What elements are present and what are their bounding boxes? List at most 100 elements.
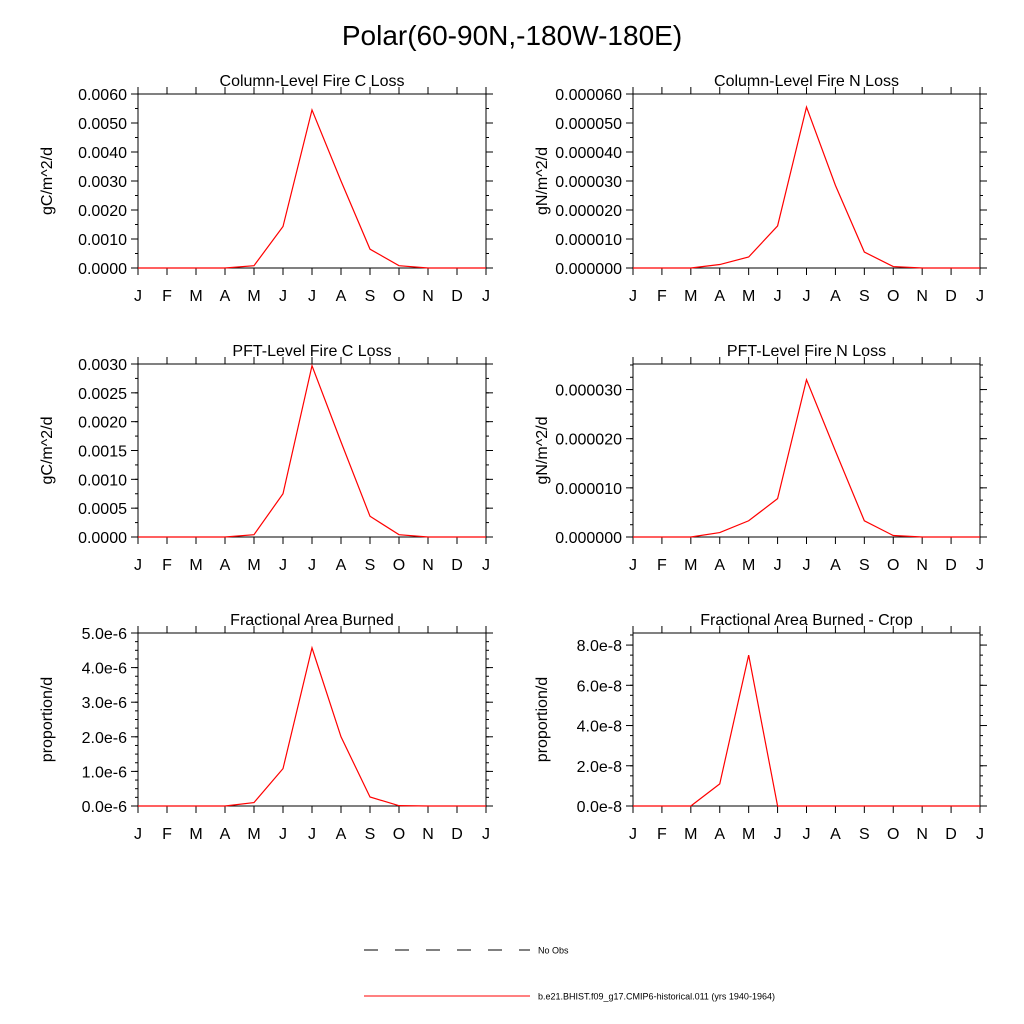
x-tick-label-M: M (247, 557, 260, 574)
legend-label: b.e21.BHIST.f09_g17.CMIP6-historical.011… (538, 992, 775, 1002)
x-tick-label-M: M (742, 557, 755, 574)
x-tick-label-N: N (916, 288, 928, 305)
x-tick-label-N: N (422, 557, 434, 574)
y-tick-label: 0.0020 (78, 415, 127, 432)
y-tick-label: 0.0015 (78, 444, 127, 461)
y-axis-label: gC/m^2/d (39, 147, 56, 215)
x-tick-label-A: A (220, 288, 231, 305)
x-tick-label-O: O (393, 557, 405, 574)
y-axis-label: gN/m^2/d (534, 417, 551, 485)
series-line (633, 654, 980, 807)
plot-frame (137, 363, 487, 538)
x-tick-label-M: M (189, 288, 202, 305)
chart-title: Fractional Area Burned - Crop (700, 612, 913, 629)
y-axis-label: gN/m^2/d (534, 147, 551, 215)
x-tick-label-M: M (684, 288, 697, 305)
legend-item-1: No Obs (364, 946, 569, 956)
x-tick-label-A: A (220, 557, 231, 574)
chart-panel-6: Fractional Area Burned - Crop proportion/… (534, 612, 987, 843)
x-tick-label-S: S (365, 288, 376, 305)
y-tick-label: 0.0060 (78, 87, 127, 104)
y-tick-label: 0.000040 (555, 145, 622, 162)
x-tick-label-A: A (714, 557, 725, 574)
series-line (633, 104, 980, 269)
x-tick-label-J: J (629, 557, 637, 574)
x-tick-label-M: M (189, 557, 202, 574)
y-tick-label: 0.0005 (78, 501, 127, 518)
figure-title: Polar(60-90N,-180W-180E) (341, 20, 683, 51)
legend-item-2: b.e21.BHIST.f09_g17.CMIP6-historical.011… (364, 992, 775, 1002)
x-tick-label-J: J (279, 557, 287, 574)
x-tick-label-M: M (742, 826, 755, 843)
y-tick-label: 0.0050 (78, 116, 127, 133)
x-tick-label-J: J (976, 288, 984, 305)
chart-title: PFT-Level Fire N Loss (727, 343, 886, 360)
x-tick-label-M: M (742, 288, 755, 305)
x-tick-label-S: S (859, 557, 870, 574)
y-tick-label: 4.0e-8 (577, 719, 622, 736)
x-tick-label-J: J (976, 557, 984, 574)
series-line (138, 645, 486, 807)
y-tick-label: 0.0020 (78, 203, 127, 220)
x-tick-label-A: A (830, 557, 841, 574)
y-tick-label: 3.0e-6 (82, 695, 127, 712)
y-axis-label: proportion/d (534, 677, 551, 762)
chart-title: Column-Level Fire N Loss (714, 73, 899, 90)
x-tick-label-M: M (684, 557, 697, 574)
x-tick-label-O: O (887, 826, 899, 843)
x-tick-label-D: D (451, 557, 463, 574)
x-tick-label-J: J (774, 826, 782, 843)
plot-frame (632, 363, 981, 538)
x-tick-label-N: N (422, 826, 434, 843)
y-tick-label: 0.000010 (555, 481, 622, 498)
plot-frame (632, 632, 981, 807)
y-tick-label: 4.0e-6 (82, 661, 127, 678)
x-tick-label-D: D (451, 826, 463, 843)
chart-panel-2: Column-Level Fire N Loss gN/m^2/d 0.000000… (534, 73, 987, 305)
x-tick-label-D: D (945, 557, 957, 574)
y-tick-label: 0.000030 (555, 174, 622, 191)
y-tick-label: 0.0010 (78, 472, 127, 489)
x-tick-label-M: M (189, 826, 202, 843)
x-tick-label-J: J (308, 288, 316, 305)
x-tick-label-J: J (803, 557, 811, 574)
y-tick-label: 0.0000 (78, 530, 127, 547)
y-tick-label: 0.000000 (555, 261, 622, 278)
x-tick-label-J: J (134, 557, 142, 574)
y-axis-label: proportion/d (39, 677, 56, 762)
x-tick-label-D: D (451, 288, 463, 305)
x-tick-label-J: J (803, 826, 811, 843)
x-tick-label-J: J (134, 826, 142, 843)
x-tick-label-J: J (279, 288, 287, 305)
y-tick-label: 5.0e-6 (82, 626, 127, 643)
y-tick-label: 2.0e-8 (577, 759, 622, 776)
x-tick-label-A: A (220, 826, 231, 843)
y-tick-label: 2.0e-6 (82, 730, 127, 747)
x-tick-label-J: J (803, 288, 811, 305)
x-tick-label-O: O (887, 557, 899, 574)
x-tick-label-F: F (657, 557, 667, 574)
x-tick-label-A: A (336, 557, 347, 574)
x-tick-label-J: J (308, 826, 316, 843)
y-tick-label: 0.000020 (555, 432, 622, 449)
x-tick-label-S: S (859, 826, 870, 843)
x-tick-label-N: N (916, 557, 928, 574)
y-tick-label: 0.0030 (78, 174, 127, 191)
x-tick-label-A: A (830, 288, 841, 305)
y-tick-label: 0.0010 (78, 232, 127, 249)
x-tick-label-A: A (830, 826, 841, 843)
x-tick-label-J: J (774, 557, 782, 574)
legend: No Obs b.e21.BHIST.f09_g17.CMIP6-historic… (364, 946, 775, 1002)
x-tick-label-A: A (336, 826, 347, 843)
y-tick-label: 6.0e-8 (577, 678, 622, 695)
x-tick-label-J: J (629, 288, 637, 305)
y-tick-label: 0.000000 (555, 530, 622, 547)
x-tick-label-J: J (482, 557, 490, 574)
x-tick-label-D: D (945, 288, 957, 305)
x-tick-label-J: J (482, 826, 490, 843)
x-tick-label-N: N (422, 288, 434, 305)
chart-panel-5: Fractional Area Burned proportion/d 0.0e-6… (39, 612, 493, 843)
x-tick-label-M: M (684, 826, 697, 843)
